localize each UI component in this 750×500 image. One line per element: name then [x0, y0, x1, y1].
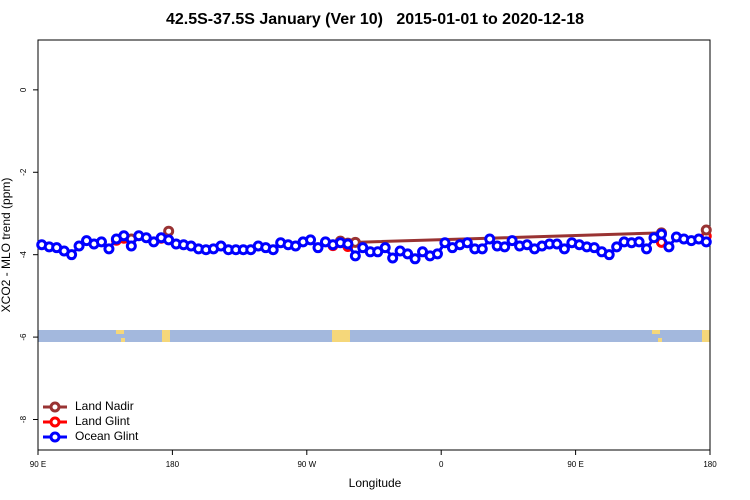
point: [387, 252, 399, 264]
point: [700, 236, 712, 248]
land-patch: [652, 330, 660, 334]
point: [95, 236, 107, 248]
land-patch: [702, 330, 710, 342]
y-axis-label: XCO2 - MLO trend (ppm): [0, 178, 13, 313]
plot-frame: [37, 39, 711, 451]
point: [103, 243, 115, 255]
point: [267, 244, 279, 256]
point: [700, 224, 712, 236]
point: [499, 241, 511, 253]
point: [379, 242, 391, 254]
point: [476, 243, 488, 255]
point: [461, 237, 473, 249]
point: [655, 228, 667, 240]
x-tick-label: 180: [166, 460, 180, 469]
x-tick-label: 0: [439, 460, 444, 469]
y-tick-label: -8: [19, 415, 28, 423]
y-tick-label: -4: [19, 251, 28, 259]
x-tick-label: 90 W: [297, 460, 316, 469]
surface-band: [38, 330, 710, 342]
point: [349, 250, 361, 262]
legend-marker: [49, 416, 61, 428]
point: [558, 243, 570, 255]
point: [506, 235, 518, 247]
point: [551, 238, 563, 250]
point: [409, 253, 421, 265]
point: [641, 243, 653, 255]
x-tick-label: 180: [703, 460, 717, 469]
y-tick-label: -6: [19, 333, 28, 341]
land-patch: [116, 330, 124, 334]
legend-label: Land Nadir: [75, 399, 134, 413]
land-patch: [332, 330, 350, 342]
legend-label: Ocean Glint: [75, 429, 139, 443]
legend-marker: [49, 401, 61, 413]
y-tick-label: -2: [19, 168, 28, 176]
point: [439, 237, 451, 249]
x-tick-label: 90 E: [30, 460, 46, 469]
point: [305, 234, 317, 246]
point: [633, 236, 645, 248]
ocean-band: [38, 330, 710, 342]
y-tick-label: 0: [19, 87, 28, 92]
point: [603, 249, 615, 261]
x-axis-label: Longitude: [349, 476, 402, 490]
point: [118, 230, 130, 242]
x-tick-label: 90 E: [567, 460, 583, 469]
point: [402, 248, 414, 260]
land-patch: [162, 330, 170, 342]
point: [611, 241, 623, 253]
point: [66, 249, 78, 261]
point: [484, 233, 496, 245]
point: [163, 225, 175, 237]
legend-marker: [49, 431, 61, 443]
point: [663, 241, 675, 253]
land-patch: [121, 338, 125, 342]
point: [73, 240, 85, 252]
land-patch: [658, 338, 662, 342]
point: [125, 240, 137, 252]
point: [342, 238, 354, 250]
point: [312, 242, 324, 254]
point: [431, 248, 443, 260]
chart-title: 42.5S-37.5S January (Ver 10) 2015-01-01 …: [166, 11, 584, 28]
legend-label: Land Glint: [75, 414, 130, 428]
